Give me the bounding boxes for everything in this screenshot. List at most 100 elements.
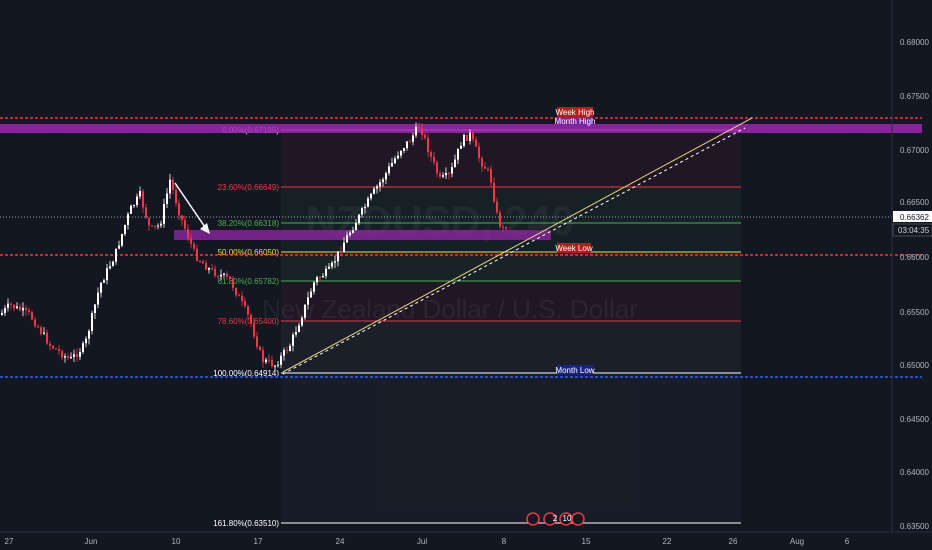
candle-body bbox=[184, 219, 186, 229]
candle-body bbox=[148, 217, 150, 226]
time-tick: 27 bbox=[5, 537, 14, 546]
candle-body bbox=[361, 208, 363, 215]
candle-body bbox=[193, 243, 195, 249]
candle-body bbox=[205, 263, 207, 270]
candle-body bbox=[502, 226, 504, 228]
fib-retracement[interactable]: 0.00%(0.67185) 23.60%(0.66649) 38.20%(0.… bbox=[213, 126, 741, 528]
week-high-label: Week High bbox=[556, 108, 595, 117]
candle-body bbox=[22, 307, 24, 311]
trendline-solid[interactable] bbox=[282, 117, 753, 373]
fib-label-236: 23.60%(0.66649) bbox=[218, 183, 280, 192]
candle-body bbox=[385, 173, 387, 180]
candle-body bbox=[328, 266, 330, 269]
candle-body bbox=[223, 273, 225, 275]
candle-body bbox=[106, 268, 108, 281]
candle-body bbox=[358, 214, 360, 224]
fib-label-100: 100.00%(0.64914) bbox=[213, 369, 279, 378]
event-badge[interactable] bbox=[543, 512, 557, 526]
fib-label-786: 78.60%(0.65400) bbox=[218, 317, 280, 326]
candle-body bbox=[28, 310, 30, 312]
candle-body bbox=[298, 325, 300, 332]
candle-body bbox=[448, 173, 450, 174]
candle-body bbox=[88, 330, 90, 339]
candle-body bbox=[238, 295, 240, 297]
candle-body bbox=[316, 277, 318, 283]
price-axis[interactable]: 0.68000 0.67500 0.67000 0.66500 0.66000 … bbox=[891, 0, 932, 532]
candle-body bbox=[265, 359, 267, 363]
candle-body bbox=[430, 152, 432, 157]
candle-body bbox=[139, 191, 141, 197]
time-tick: 6 bbox=[845, 537, 850, 546]
candle-body bbox=[211, 268, 213, 270]
fib-label-618: 61.80%(0.65782) bbox=[218, 277, 280, 286]
candle-body bbox=[274, 365, 276, 367]
candle-body bbox=[181, 215, 183, 220]
candle-body bbox=[118, 245, 120, 249]
candle-body bbox=[490, 169, 492, 183]
month-high-zone[interactable] bbox=[0, 124, 922, 133]
candle-body bbox=[460, 145, 462, 149]
time-tick: Jun bbox=[85, 537, 98, 546]
candle-body bbox=[151, 225, 153, 227]
event-badge-count: 10 bbox=[563, 514, 572, 523]
watermark-description: New Zealand Dollar / U.S. Dollar bbox=[262, 294, 638, 324]
candle-body bbox=[286, 350, 288, 351]
candle-body bbox=[400, 150, 402, 156]
candle-body bbox=[271, 360, 273, 367]
candle-body bbox=[7, 303, 9, 308]
candle-body bbox=[145, 207, 147, 218]
candle-body bbox=[394, 158, 396, 163]
candle-body bbox=[235, 287, 237, 296]
week-low-label: Week Low bbox=[555, 244, 592, 253]
arrow-annotation[interactable] bbox=[174, 182, 210, 234]
candle-body bbox=[232, 278, 234, 288]
candle-body bbox=[160, 223, 162, 226]
candle-body bbox=[142, 191, 144, 208]
candle-body bbox=[130, 205, 132, 214]
candle-body bbox=[73, 354, 75, 357]
time-tick: 8 bbox=[502, 537, 507, 546]
candle-body bbox=[346, 235, 348, 243]
time-axis[interactable]: 27 Jun 10 17 24 Jul 8 15 22 26 Aug 6 bbox=[0, 531, 932, 546]
time-tick: Jul bbox=[417, 537, 427, 546]
candle-body bbox=[322, 276, 324, 278]
candle-body bbox=[163, 204, 165, 224]
event-badge[interactable] bbox=[571, 512, 585, 526]
candle-body bbox=[337, 251, 339, 262]
candle-body bbox=[499, 212, 501, 227]
candle-body bbox=[397, 155, 399, 159]
month-high-label: Month High bbox=[555, 117, 596, 126]
candle-body bbox=[295, 332, 297, 335]
month-high-label-bg bbox=[557, 117, 593, 125]
candle-body bbox=[283, 350, 285, 356]
fib-label-50: 50.00%(0.66050) bbox=[218, 248, 280, 257]
candle-body bbox=[292, 334, 294, 346]
event-badge[interactable] bbox=[526, 512, 540, 526]
candle-body bbox=[505, 226, 507, 229]
time-tick: Aug bbox=[790, 537, 804, 546]
candle-body bbox=[52, 345, 54, 349]
candle-body bbox=[109, 266, 111, 269]
fib-zone-236-382 bbox=[281, 187, 741, 223]
candle-body bbox=[256, 336, 258, 347]
candle-body bbox=[70, 356, 72, 359]
candle-body bbox=[289, 345, 291, 351]
candle-body bbox=[319, 277, 321, 279]
support-zone[interactable] bbox=[174, 230, 551, 240]
candle-body bbox=[220, 274, 222, 277]
candle-body bbox=[217, 275, 219, 277]
price-tick: 0.64000 bbox=[900, 468, 929, 477]
candle-body bbox=[367, 198, 369, 207]
candle-body bbox=[208, 268, 210, 270]
event-badge-count: 2 bbox=[553, 514, 558, 523]
event-badges[interactable]: 2 10 bbox=[526, 512, 585, 526]
candle-body bbox=[325, 268, 327, 276]
candle-body bbox=[121, 234, 123, 246]
month-low-label: Month Low bbox=[555, 366, 594, 375]
last-price: 0.66362 bbox=[900, 213, 929, 222]
candle-body bbox=[247, 306, 249, 315]
candle-body bbox=[352, 230, 354, 233]
candle-body bbox=[19, 306, 21, 311]
